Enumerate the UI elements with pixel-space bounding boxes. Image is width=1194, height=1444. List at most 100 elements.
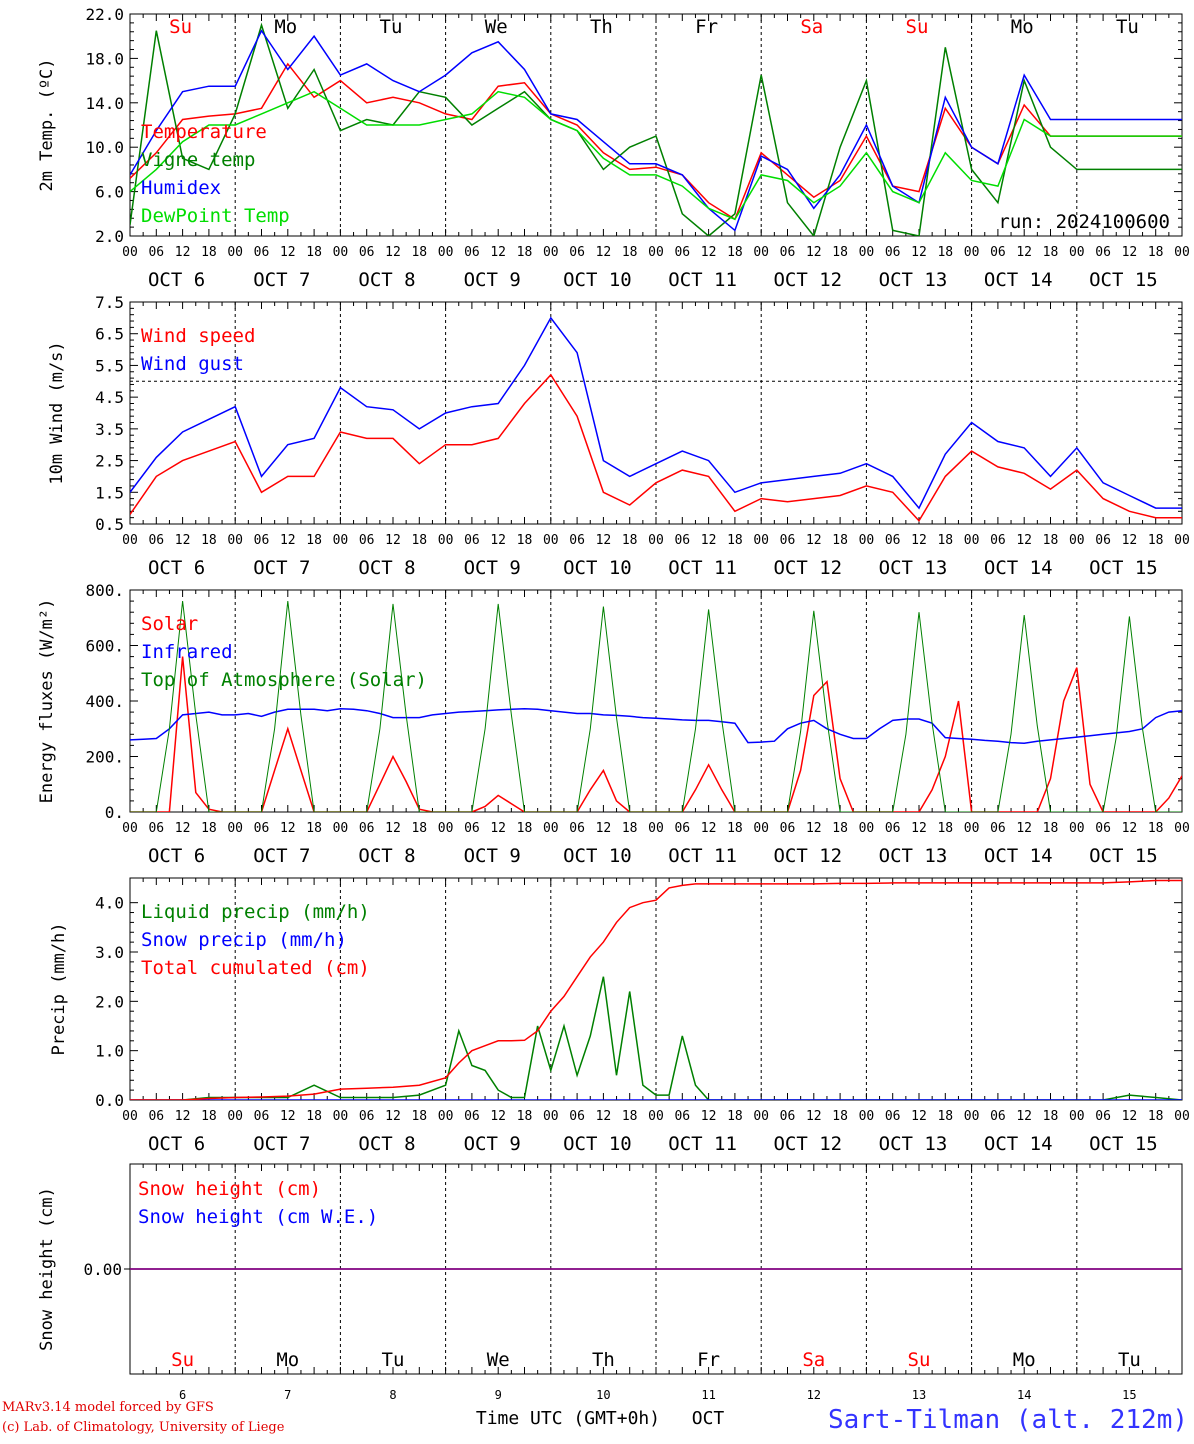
day-label: OCT 7 [253,557,310,579]
hour-tick-label: 00 [753,533,769,548]
y-tick-label: 0.0 [95,1091,124,1110]
day-label: OCT 13 [879,557,948,579]
hour-tick-label: 00 [753,1109,769,1124]
hour-tick-label: 06 [148,821,164,836]
hour-tick-label: 06 [464,533,480,548]
day-label: OCT 7 [253,845,310,867]
hour-tick-label: 00 [1174,245,1190,260]
hour-tick-label: 18 [727,245,743,260]
y-tick-label: 6.5 [95,325,124,344]
day-label: OCT 13 [879,845,948,867]
hour-tick-label: 18 [411,533,427,548]
day-label: OCT 15 [1089,845,1158,867]
day-label: OCT 11 [668,1133,737,1155]
hour-tick-label: 00 [543,533,559,548]
hour-tick-label: 12 [385,1109,401,1124]
hour-tick-label: 00 [333,245,349,260]
hour-tick-label: 00 [122,245,138,260]
hour-tick-label: 06 [569,1109,585,1124]
hour-tick-label: 06 [464,245,480,260]
weekday-label-bottom: Su [171,1349,194,1371]
legend-entry: Vigne temp [141,149,255,171]
y-axis-title: 2m Temp. (ºC) [37,58,57,191]
day-label: OCT 15 [1089,269,1158,291]
hour-tick-label: 00 [753,821,769,836]
day-number: 12 [807,1388,821,1402]
hour-tick-label: 12 [911,533,927,548]
weekday-label: Tu [1116,16,1139,38]
hour-tick-label: 18 [1148,1109,1164,1124]
hour-tick-label: 12 [911,245,927,260]
hour-tick-label: 00 [648,821,664,836]
legend-entry: Total cumulated (cm) [141,957,370,979]
y-tick-label: 4.5 [95,388,124,407]
hour-tick-label: 00 [859,1109,875,1124]
hour-tick-label: 00 [333,533,349,548]
hour-tick-label: 00 [543,245,559,260]
hour-tick-label: 06 [990,1109,1006,1124]
hour-tick-label: 00 [333,1109,349,1124]
day-label: OCT 8 [358,557,415,579]
y-tick-label: 2.0 [95,227,124,246]
hour-tick-label: 06 [674,533,690,548]
weekday-label: Mo [274,16,297,38]
series-line [130,656,1182,812]
legend-entry: Liquid precip (mm/h) [141,901,370,923]
day-label: OCT 11 [668,557,737,579]
hour-tick-label: 06 [359,1109,375,1124]
day-label: OCT 12 [773,557,842,579]
hour-tick-label: 00 [227,1109,243,1124]
day-label: OCT 13 [879,269,948,291]
hour-tick-label: 06 [1095,245,1111,260]
series-group [130,22,1182,236]
hour-tick-label: 06 [780,1109,796,1124]
hour-tick-label: 12 [385,533,401,548]
hour-tick-label: 12 [1122,821,1138,836]
hour-tick-label: 18 [517,821,533,836]
hour-tick-label: 12 [280,1109,296,1124]
hour-tick-label: 18 [727,533,743,548]
hour-tick-label: 06 [464,821,480,836]
hour-tick-label: 12 [911,1109,927,1124]
hour-tick-label: 06 [990,533,1006,548]
weekday-label: We [485,16,508,38]
hour-tick-label: 06 [148,1109,164,1124]
day-number: 7 [284,1388,291,1402]
hour-tick-label: 12 [1016,245,1032,260]
hour-tick-label: 18 [1043,245,1059,260]
hour-tick-label: 18 [832,533,848,548]
weekday-label-bottom: Sa [802,1349,825,1371]
hour-tick-label: 00 [964,1109,980,1124]
hour-tick-label: 00 [543,821,559,836]
hour-tick-label: 06 [254,1109,270,1124]
hour-tick-label: 12 [385,821,401,836]
hour-tick-label: 18 [411,821,427,836]
y-tick-label: 7.5 [95,293,124,312]
hour-tick-label: 00 [122,821,138,836]
hour-tick-label: 00 [438,821,454,836]
hour-tick-label: 06 [990,245,1006,260]
hour-tick-label: 00 [859,245,875,260]
series-line [130,90,1182,221]
hour-tick-label: 06 [148,533,164,548]
day-label: OCT 7 [253,1133,310,1155]
hour-tick-label: 18 [1043,1109,1059,1124]
hour-tick-label: 18 [306,245,322,260]
day-label: OCT 14 [984,845,1053,867]
day-label: OCT 8 [358,269,415,291]
hour-tick-label: 00 [227,245,243,260]
hour-tick-label: 12 [490,821,506,836]
y-tick-label: 22.0 [85,5,124,24]
hour-tick-label: 12 [596,1109,612,1124]
hour-tick-label: 06 [569,821,585,836]
hour-tick-label: 18 [517,533,533,548]
legend-entry: Solar [141,613,198,635]
y-tick-label: 0.5 [95,515,124,534]
day-label: OCT 11 [668,269,737,291]
legend-entry: Infrared [141,641,233,663]
hour-tick-label: 12 [806,533,822,548]
y-tick-label: 3.5 [95,420,124,439]
y-tick-label: 600. [85,637,124,656]
hour-tick-label: 00 [1069,1109,1085,1124]
panel-3: 0. 200. 400. 600. 800. Energy fluxes (W/m²) So… [37,581,1190,867]
